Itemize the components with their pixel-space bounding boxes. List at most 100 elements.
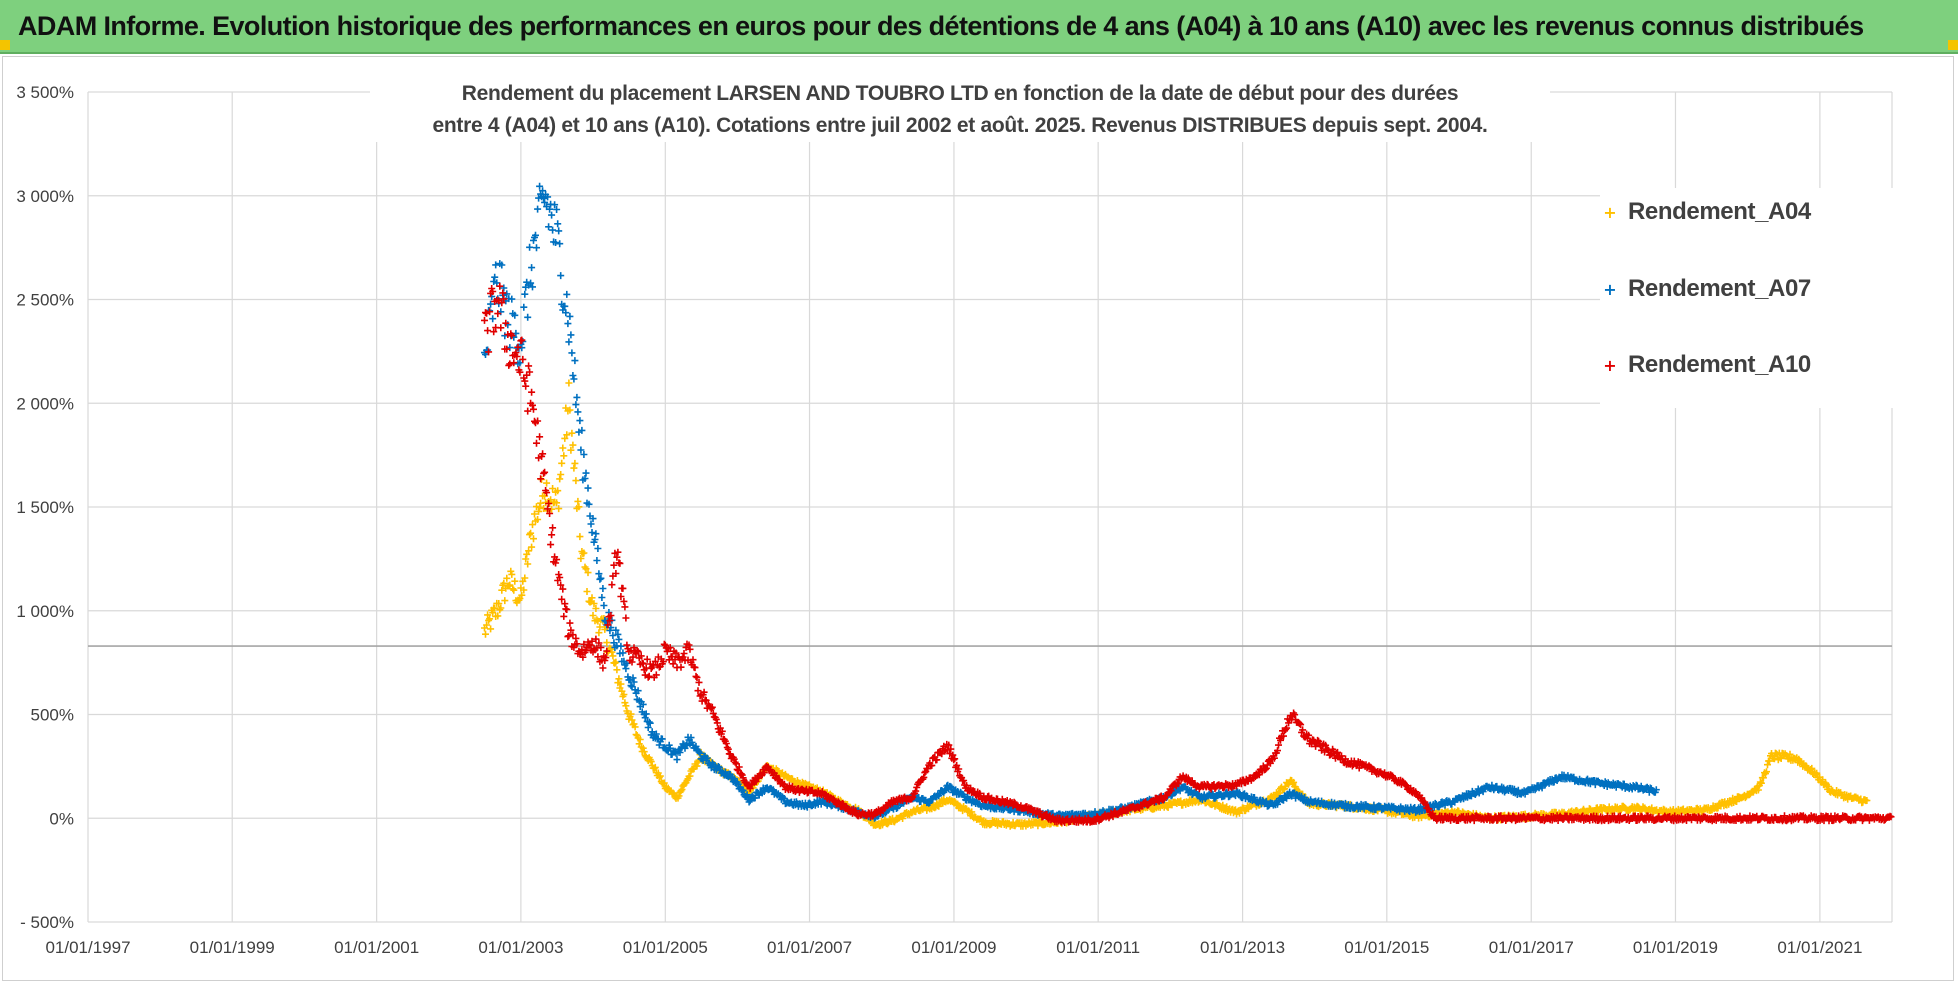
data-point [834,798,842,806]
data-point [669,789,677,797]
data-point [485,348,493,356]
data-point [628,658,636,666]
data-point [583,588,591,595]
data-point [573,393,581,401]
series-rendement-a10 [481,282,1895,826]
data-point [513,353,521,360]
data-point [570,464,578,472]
data-point [1425,805,1433,813]
data-point [503,574,511,582]
y-tick-label: 2 000% [16,394,74,413]
data-point [651,657,659,665]
data-point [627,682,635,690]
data-point [569,372,577,379]
data-point [559,444,567,452]
data-point [520,303,528,311]
data-point [592,635,600,643]
data-point [521,377,529,385]
data-point [1825,783,1833,790]
data-point [695,748,703,756]
data-point [495,600,503,607]
data-point [582,469,590,477]
data-point [884,820,891,828]
data-point [565,379,573,387]
data-point [949,751,957,759]
data-point [592,605,600,612]
data-point [696,749,704,757]
data-point [564,320,572,328]
data-point [1236,789,1243,797]
data-point [491,273,499,281]
data-point [486,615,494,623]
data-point [526,243,534,251]
data-point [565,632,573,640]
data-point [503,345,511,353]
data-point [500,579,508,587]
data-point [1733,798,1741,805]
data-point [529,401,536,409]
data-point [621,603,629,611]
data-point [511,311,519,319]
data-point [510,586,518,594]
data-point [561,600,569,608]
data-point [645,672,653,680]
data-point [563,431,571,439]
data-point [499,289,507,297]
data-point [1262,797,1270,805]
data-point [503,290,511,298]
data-point [611,659,619,667]
data-point [1034,822,1042,830]
data-point [1266,759,1274,767]
data-point [1322,741,1330,749]
data-point [527,529,535,537]
data-point [695,678,703,686]
data-point [498,261,506,269]
data-point [963,782,971,790]
data-point [693,674,701,681]
y-tick-label: 3 500% [16,83,74,102]
x-tick-label: 01/01/1999 [190,938,275,957]
data-point [1766,757,1773,765]
data-point [1531,786,1539,794]
data-point [599,664,607,672]
data-point [639,660,647,668]
data-point [536,433,544,441]
data-point [598,594,606,601]
data-point [486,308,494,316]
data-point [577,446,585,454]
data-point [582,565,590,573]
data-point [597,644,605,651]
data-point [534,205,542,213]
data-point [1291,711,1299,719]
data-point [1280,732,1287,740]
data-point [559,585,567,593]
data-point [487,300,495,308]
data-point [578,426,586,434]
data-point [584,484,592,492]
data-point [579,653,587,661]
data-point [637,652,645,660]
data-point [646,719,654,727]
data-point [650,764,658,772]
data-point [603,647,611,655]
data-point [514,343,522,351]
data-point [678,786,686,793]
data-point [622,665,630,673]
data-point [581,475,589,482]
banner-corner-left [0,40,10,50]
data-point [772,772,780,780]
data-point [1334,748,1341,756]
data-point [655,774,663,781]
data-point [941,787,949,795]
y-tick-label: 1 500% [16,498,74,517]
data-point [554,220,562,228]
data-point [660,640,668,648]
data-point [976,789,984,797]
y-tick-label: 1 000% [16,602,74,621]
data-point [593,557,601,564]
data-point [608,581,616,589]
data-point [556,475,564,483]
data-point [933,756,941,764]
data-point [652,730,660,738]
data-point [545,223,553,231]
